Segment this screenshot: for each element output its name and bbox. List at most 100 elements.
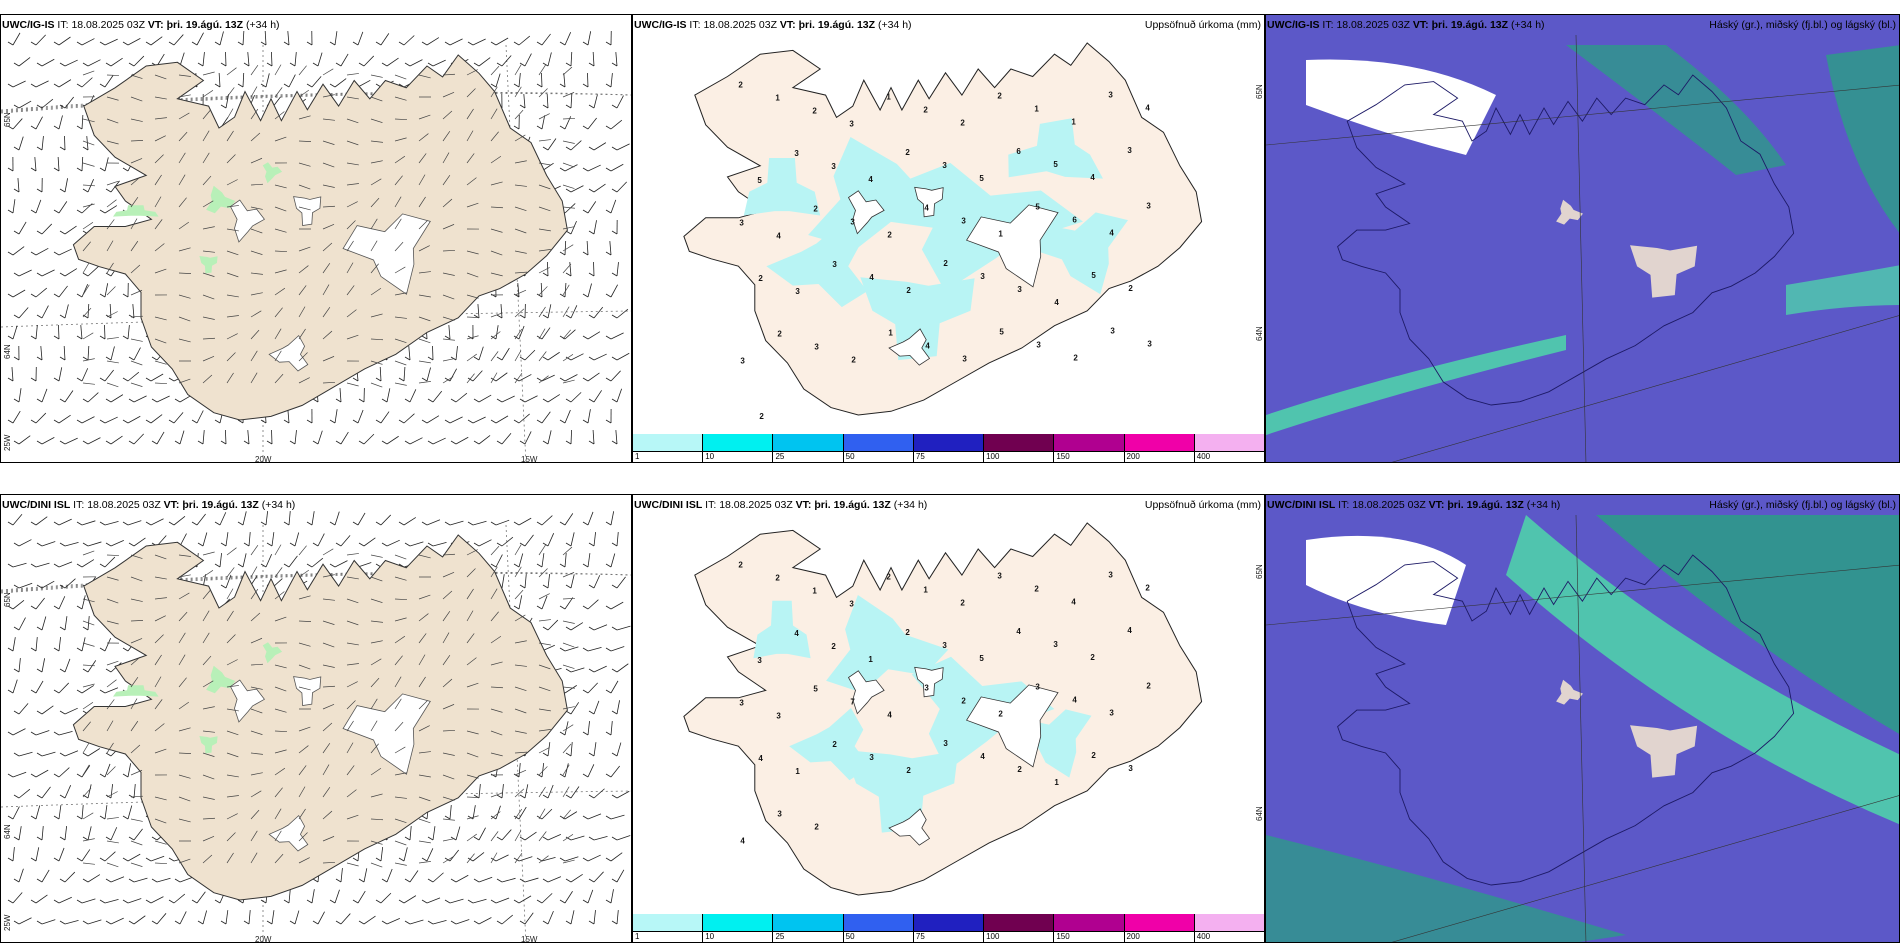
legend-swatch: 10 [703,434,774,462]
panel-header: UWC/DINI ISL IT: 18.08.2025 03Z VT: þri.… [1267,499,1561,511]
precip-map-panel-dini: UWC/DINI ISL IT: 18.08.2025 03Z VT: þri.… [632,494,1265,943]
precip-amount-label: 2 [1145,584,1150,593]
precip-amount-label: 4 [868,175,873,184]
legend-swatch: 75 [913,914,985,942]
precip-amount-label: 1 [1034,105,1039,114]
precip-amount-label: 3 [943,739,948,748]
lon-label: 20W [255,455,272,463]
precip-amount-label: 3 [961,217,966,226]
precip-amount-label: 5 [1035,203,1040,212]
precip-amount-label: 3 [1127,146,1132,155]
precip-amount-label: 3 [776,712,781,721]
precip-amount-label: 2 [905,148,910,157]
precip-amount-label: 3 [832,260,837,269]
legend-swatch: 1 [633,914,704,942]
panel-title: Háský (gr.), miðský (fj.bl.) og lágský (… [1709,499,1896,511]
precip-amount-label: 3 [1017,285,1022,294]
precip-amount-label: 3 [850,218,855,227]
legend-level-label: 100 [986,932,1000,941]
lon-label: 15W [521,935,538,943]
legend-level-label: 75 [915,452,925,461]
precip-amount-label: 4 [776,232,781,241]
panel-header: UWC/IG-IS IT: 18.08.2025 03Z VT: þri. 19… [1267,19,1545,31]
precip-amount-label: 3 [1036,341,1041,350]
precip-amount-label: 2 [905,628,910,637]
legend-swatch: 100 [984,914,1055,942]
legend-level-label: 1 [635,932,640,941]
precip-amount-label: 3 [1108,571,1113,580]
lat-label: 64N [1255,806,1264,821]
legend-level-label: 10 [705,932,715,941]
precip-amount-label: 5 [1091,271,1096,280]
legend-level-label: 200 [1126,452,1140,461]
precip-amount-label: 1 [923,586,928,595]
precip-amount-label: 2 [960,599,965,608]
legend-level-label: 50 [845,452,855,461]
precip-amount-label: 4 [925,342,930,351]
precip-amount-label: 3 [869,753,874,762]
precip-amount-label: 2 [759,412,764,421]
lon-label: 25W [3,914,12,931]
legend-level-label: 200 [1126,932,1140,941]
precip-amount-label: 4 [1090,173,1095,182]
precip-amount-label: 5 [1053,160,1058,169]
precip-amount-label: 2 [1128,284,1133,293]
precip-amount-label: 1 [998,230,1003,239]
cloud-map-panel-dini: UWC/DINI ISL IT: 18.08.2025 03Z VT: þri.… [1265,494,1900,943]
precip-amount-label: 3 [1147,340,1152,349]
lon-label: 25W [3,434,12,451]
precip-amount-label: 5 [757,176,762,185]
legend-swatch: 50 [843,434,914,462]
precip-amount-label: 3 [1109,709,1114,718]
legend-level-label: 10 [705,452,715,461]
cloud-map-svg [1266,495,1899,942]
precip-amount-label: 3 [849,600,854,609]
legend-swatch: 200 [1124,434,1195,462]
legend-level-label: 50 [845,932,855,941]
legend-level-label: 75 [915,932,925,941]
wind-map-panel-dini: UWC/DINI ISL IT: 18.08.2025 03Z VT: þri.… [0,494,632,943]
precip-amount-label: 4 [1016,627,1021,636]
precip-amount-label: 2 [775,574,780,583]
precip-amount-label: 4 [1145,104,1150,113]
wind-map-panel-ig: UWC/IG-IS IT: 18.08.2025 03Z VT: þri. 19… [0,14,632,463]
legend-level-label: 150 [1056,452,1070,461]
precip-amount-label: 1 [775,94,780,103]
precip-amount-label: 3 [740,357,745,366]
precip-map-svg: 2 1 2 3 1 2 2 2 1 1 3 4 5 3 3 4 2 3 5 6 5 4 3 3 4 2 3 2 4 3 1 5 6 4 3 2 3 3 4 2… [683,42,1203,421]
legend-swatch: 75 [913,434,985,462]
precip-amount-label: 2 [1073,354,1078,363]
precip-amount-label: 3 [739,219,744,228]
precip-amount-label: 3 [814,343,819,352]
precip-amount-label: 4 [794,629,799,638]
precip-amount-label: 2 [1017,765,1022,774]
precip-amount-label: 7 [850,698,855,707]
precip-amount-label: 3 [795,287,800,296]
precip-amount-label: 3 [942,641,947,650]
precip-amount-label: 2 [943,259,948,268]
legend-swatch: 400 [1194,434,1264,462]
precip-amount-label: 3 [757,656,762,665]
precip-amount-label: 2 [1090,653,1095,662]
cloud-map-svg [1266,15,1899,462]
panel-header: UWC/DINI ISL IT: 18.08.2025 03Z VT: þri.… [2,499,296,511]
precip-amount-label: 4 [869,273,874,282]
lat-label: 64N [3,344,12,359]
precip-amount-label: 2 [886,573,891,582]
precip-amount-label: 2 [906,766,911,775]
panel-header: UWC/IG-IS IT: 18.08.2025 03Z VT: þri. 19… [2,19,280,31]
precip-amount-label: 4 [740,837,745,846]
precip-amount-label: 2 [851,356,856,365]
lat-label: 65N [1255,84,1264,99]
legend-swatch: 25 [773,434,844,462]
precip-amount-label: 2 [998,710,1003,719]
precip-amount-label: 2 [738,561,743,570]
precip-amount-label: 2 [997,92,1002,101]
panel-title: Háský (gr.), miðský (fj.bl.) og lágský (… [1709,19,1896,31]
precip-amount-label: 3 [739,699,744,708]
precip-amount-label: 4 [1054,298,1059,307]
precip-amount-label: 6 [1016,147,1021,156]
precip-amount-label: 1 [1071,118,1076,127]
precip-amount-label: 4 [1109,229,1114,238]
lat-label: 64N [3,824,12,839]
